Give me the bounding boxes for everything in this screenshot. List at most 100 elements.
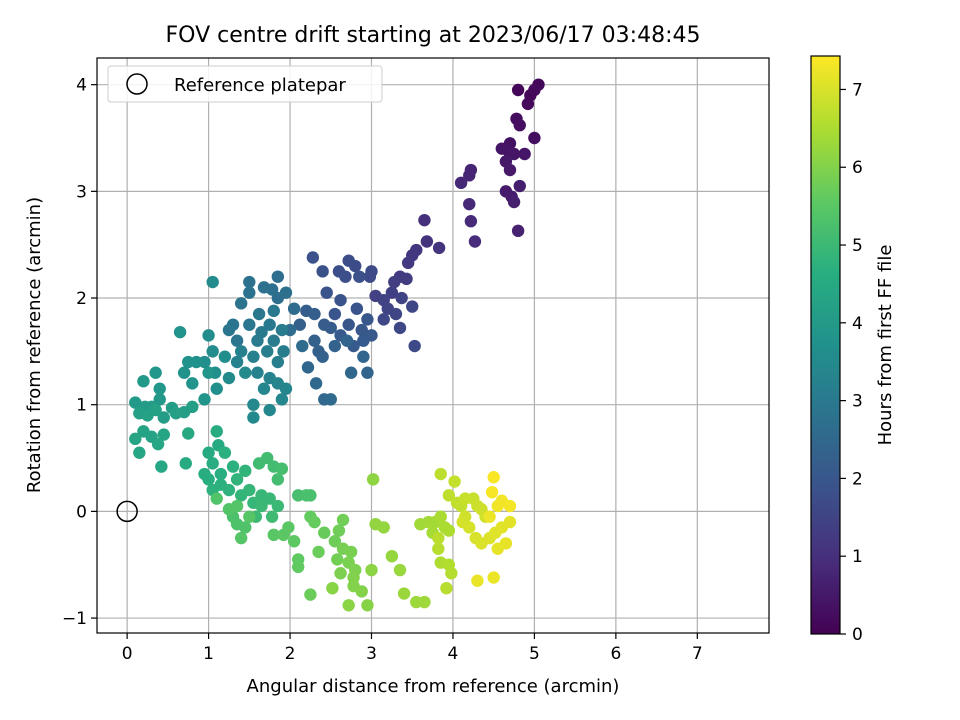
- data-point: [243, 483, 256, 497]
- data-point: [279, 286, 293, 299]
- data-point: [365, 563, 378, 577]
- data-point: [389, 307, 403, 321]
- data-point: [251, 334, 264, 347]
- data-point: [149, 366, 162, 379]
- data-point: [342, 599, 355, 612]
- data-point: [503, 515, 517, 529]
- data-point: [320, 286, 333, 299]
- data-point: [406, 300, 419, 313]
- data-point: [318, 318, 331, 331]
- x-tick-label: 3: [366, 644, 377, 664]
- data-point: [485, 485, 499, 499]
- data-point: [202, 366, 215, 379]
- data-point: [361, 313, 374, 326]
- data-point: [301, 361, 315, 374]
- data-point: [226, 460, 240, 473]
- data-point: [507, 195, 521, 209]
- colorbar-tick-label: 1: [852, 547, 863, 567]
- colorbar-tick-label: 6: [852, 158, 863, 178]
- data-point: [418, 213, 431, 227]
- data-point: [308, 334, 321, 347]
- data-point: [432, 542, 445, 555]
- x-axis-label: Angular distance from reference (arcmin): [247, 676, 620, 697]
- data-point: [263, 403, 276, 417]
- data-point: [247, 398, 260, 411]
- data-point: [334, 567, 347, 580]
- data-point: [239, 366, 252, 379]
- data-point: [210, 425, 223, 438]
- data-point: [153, 382, 166, 395]
- data-point: [218, 446, 232, 459]
- data-point: [202, 329, 215, 342]
- data-point: [277, 345, 290, 358]
- data-point: [344, 545, 358, 559]
- data-point: [230, 499, 244, 513]
- data-point: [408, 339, 421, 353]
- data-point: [363, 270, 377, 283]
- y-tick-label: 1: [76, 396, 87, 416]
- y-axis-ticks: −1 0 1 2 3 4: [62, 76, 97, 629]
- data-point: [279, 382, 293, 395]
- data-point: [133, 446, 146, 459]
- data-point: [239, 464, 252, 478]
- data-point: [275, 393, 289, 406]
- data-point: [528, 83, 541, 97]
- data-point: [210, 382, 223, 395]
- data-point: [300, 304, 313, 318]
- y-tick-label: 4: [76, 76, 87, 96]
- data-point: [214, 467, 228, 481]
- data-point: [328, 339, 342, 353]
- data-point: [255, 499, 268, 513]
- data-point: [239, 521, 252, 534]
- data-point: [442, 489, 456, 502]
- data-point: [434, 510, 447, 523]
- data-point: [483, 510, 496, 523]
- data-point: [340, 334, 354, 347]
- data-point: [397, 587, 411, 600]
- data-point: [234, 345, 248, 358]
- data-point: [151, 437, 165, 451]
- x-tick-label: 6: [610, 644, 621, 664]
- data-point: [155, 460, 168, 473]
- data-point: [357, 334, 370, 347]
- y-axis-label: Rotation from reference (arcmin): [24, 197, 45, 493]
- data-point: [503, 499, 517, 513]
- data-point: [247, 350, 260, 363]
- data-point: [153, 393, 166, 406]
- data-point: [385, 549, 399, 563]
- data-point: [275, 462, 289, 475]
- data-point: [271, 355, 285, 369]
- data-point: [463, 169, 476, 182]
- data-point: [230, 473, 244, 486]
- data-point: [366, 473, 380, 486]
- data-point: [267, 334, 280, 347]
- x-tick-label: 2: [285, 644, 296, 664]
- data-point: [513, 179, 526, 193]
- x-tick-label: 1: [203, 644, 214, 664]
- data-point: [336, 513, 350, 527]
- data-point: [463, 197, 476, 211]
- data-point: [309, 377, 323, 390]
- data-point: [282, 521, 295, 534]
- x-tick-label: 4: [448, 644, 459, 664]
- data-point: [186, 400, 199, 414]
- data-point: [252, 307, 266, 321]
- data-point: [206, 275, 219, 289]
- data-point: [263, 492, 276, 505]
- data-point: [316, 265, 329, 278]
- data-point: [206, 457, 219, 470]
- data-point: [361, 599, 374, 612]
- data-point: [471, 574, 484, 587]
- data-point: [454, 176, 468, 190]
- data-point: [157, 411, 170, 424]
- data-point: [157, 428, 170, 441]
- legend-entry: Reference platepar: [174, 75, 346, 96]
- y-tick-label: 3: [76, 182, 87, 202]
- data-point: [401, 256, 415, 270]
- data-point: [420, 235, 434, 248]
- legend: Reference platepar: [107, 65, 383, 103]
- data-point: [265, 510, 279, 523]
- data-point: [432, 241, 446, 255]
- data-point: [418, 595, 431, 609]
- data-point: [173, 325, 187, 339]
